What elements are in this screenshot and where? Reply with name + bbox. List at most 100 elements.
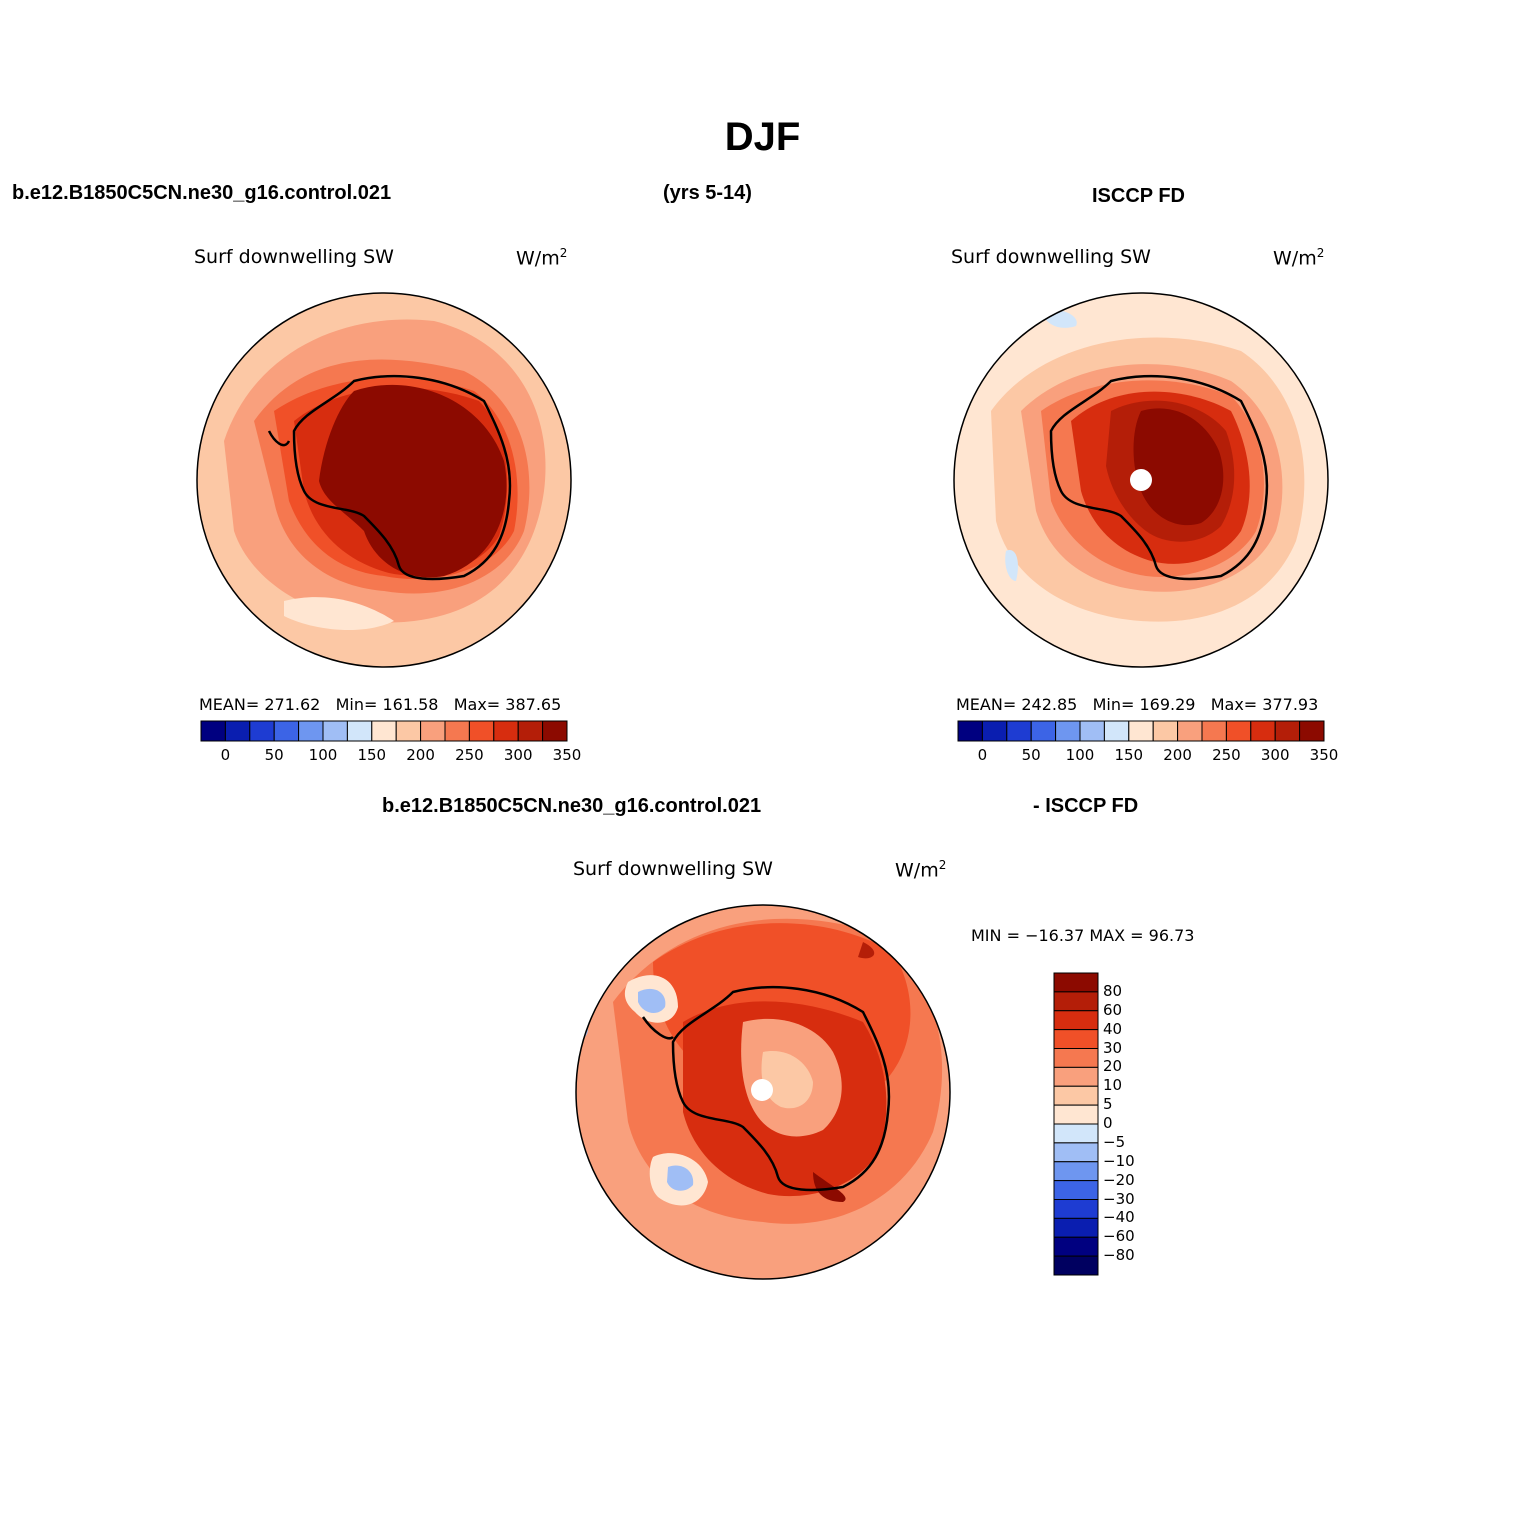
colorbar-tick-label: 150 xyxy=(357,746,387,764)
colorbar-swatch xyxy=(298,720,324,742)
colorbar-swatch xyxy=(346,720,373,742)
colorbar-tick-label: 0 xyxy=(220,746,231,764)
colorbar-swatch xyxy=(468,720,495,742)
diff-units-label: W/m2 xyxy=(895,858,947,882)
colorbar-swatch xyxy=(1201,720,1227,742)
colorbar-tick-label: 200 xyxy=(1163,746,1192,764)
diff-obs-header: - ISCCP FD xyxy=(1033,795,1139,817)
colorbar-tick-label: 50 xyxy=(264,746,284,764)
case-name-header: b.e12.B1850C5CN.ne30_g16.control.021 xyxy=(12,182,392,204)
obs-colorbar xyxy=(957,720,1325,742)
colorbar-swatch xyxy=(542,720,568,742)
colorbar-swatch xyxy=(1053,1029,1099,1049)
colorbar-swatch xyxy=(1053,972,1099,993)
colorbar-swatch xyxy=(1053,1199,1099,1219)
colorbar-swatch xyxy=(1053,1161,1099,1182)
model-colorbar-ticks: 0 50 100 150 200 250 300 350 xyxy=(200,746,582,766)
colorbar-swatch xyxy=(1177,720,1203,742)
colorbar-swatch xyxy=(1299,720,1325,742)
model-variable-label: Surf downwelling SW xyxy=(194,246,394,268)
colorbar-swatch xyxy=(1053,1048,1099,1068)
colorbar-swatch xyxy=(224,720,251,742)
colorbar-swatch xyxy=(249,720,275,742)
colorbar-swatch xyxy=(957,720,983,742)
colorbar-swatch xyxy=(1225,720,1252,742)
colorbar-tick-label: 5 xyxy=(1103,1095,1113,1114)
diff-colorbar xyxy=(1053,972,1099,1276)
colorbar-tick-label: 300 xyxy=(1260,746,1290,764)
model-stats: MEAN= 271.62 Min= 161.58 Max= 387.65 xyxy=(199,695,562,714)
colorbar-swatch xyxy=(420,720,446,742)
colorbar-tick-label: 350 xyxy=(552,746,582,764)
obs-stats: MEAN= 242.85 Min= 169.29 Max= 377.93 xyxy=(956,695,1319,714)
colorbar-swatch xyxy=(1053,1236,1099,1257)
colorbar-tick-label: 150 xyxy=(1114,746,1144,764)
colorbar-swatch xyxy=(1053,1066,1099,1087)
colorbar-swatch xyxy=(395,720,422,742)
colorbar-swatch xyxy=(200,720,226,742)
colorbar-swatch xyxy=(1079,720,1105,742)
obs-units-label: W/m2 xyxy=(1273,246,1325,270)
years-header: (yrs 5-14) xyxy=(663,182,752,204)
colorbar-swatch xyxy=(371,720,397,742)
model-units-label: W/m2 xyxy=(516,246,568,270)
colorbar-swatch xyxy=(1103,720,1130,742)
colorbar-tick-label: 100 xyxy=(1065,746,1095,764)
obs-variable-label: Surf downwelling SW xyxy=(951,246,1151,268)
colorbar-swatch xyxy=(981,720,1008,742)
colorbar-tick-label: 20 xyxy=(1103,1057,1123,1076)
figure-title: DJF xyxy=(724,115,801,159)
colorbar-tick-label: 80 xyxy=(1103,981,1123,1000)
colorbar-swatch xyxy=(1053,1085,1099,1106)
colorbar-tick-label: 200 xyxy=(406,746,435,764)
colorbar-swatch xyxy=(1030,720,1057,742)
colorbar-swatch xyxy=(1053,1217,1099,1238)
diff-case-header: b.e12.B1850C5CN.ne30_g16.control.021 xyxy=(382,795,762,817)
colorbar-tick-label: 100 xyxy=(308,746,338,764)
diff-minmax: MIN = −16.37 MAX = 96.73 xyxy=(971,926,1195,945)
colorbar-tick-label: 40 xyxy=(1103,1019,1123,1038)
colorbar-tick-label: 300 xyxy=(503,746,533,764)
colorbar-swatch xyxy=(1053,1010,1099,1031)
obs-name-header: ISCCP FD xyxy=(1092,185,1185,207)
colorbar-tick-label: 350 xyxy=(1309,746,1339,764)
colorbar-swatch xyxy=(1250,720,1276,742)
colorbar-swatch xyxy=(1053,991,1099,1012)
colorbar-tick-label: −30 xyxy=(1103,1189,1135,1208)
obs-polar-map xyxy=(953,292,1329,668)
colorbar-tick-label: −80 xyxy=(1103,1246,1135,1265)
diff-polar-map xyxy=(575,904,951,1280)
diff-variable-label: Surf downwelling SW xyxy=(573,858,773,880)
colorbar-swatch xyxy=(273,720,300,742)
colorbar-swatch xyxy=(1128,720,1154,742)
colorbar-swatch xyxy=(1152,720,1179,742)
colorbar-tick-label: −10 xyxy=(1103,1151,1135,1170)
colorbar-swatch xyxy=(1053,1142,1099,1163)
colorbar-tick-label: 10 xyxy=(1103,1076,1123,1095)
colorbar-swatch xyxy=(444,720,470,742)
colorbar-swatch xyxy=(517,720,544,742)
colorbar-swatch xyxy=(1055,720,1081,742)
colorbar-swatch xyxy=(1053,1104,1099,1125)
colorbar-swatch xyxy=(1053,1180,1099,1200)
colorbar-swatch xyxy=(1274,720,1301,742)
colorbar-tick-label: 30 xyxy=(1103,1038,1123,1057)
colorbar-tick-label: 250 xyxy=(455,746,484,764)
colorbar-swatch xyxy=(1053,1255,1099,1276)
colorbar-tick-label: 0 xyxy=(977,746,988,764)
colorbar-tick-label: 60 xyxy=(1103,1000,1123,1019)
colorbar-swatch xyxy=(1006,720,1032,742)
colorbar-tick-label: 0 xyxy=(1103,1114,1113,1132)
diff-colorbar-ticks: 80 60 40 30 20 10 5 0 −5 −10 −20 −30 −40 −60 −80 xyxy=(1103,972,1163,1276)
colorbar-tick-label: −20 xyxy=(1103,1170,1135,1189)
model-polar-map xyxy=(196,292,572,668)
colorbar-tick-label: 50 xyxy=(1021,746,1041,764)
obs-colorbar-ticks: 0 50 100 150 200 250 300 350 xyxy=(957,746,1339,766)
colorbar-swatch xyxy=(493,720,519,742)
colorbar-tick-label: −40 xyxy=(1103,1208,1135,1227)
colorbar-swatch xyxy=(322,720,348,742)
colorbar-tick-label: 250 xyxy=(1212,746,1241,764)
colorbar-swatch xyxy=(1053,1123,1099,1144)
colorbar-tick-label: −5 xyxy=(1103,1132,1126,1151)
colorbar-tick-label: −60 xyxy=(1103,1227,1135,1246)
